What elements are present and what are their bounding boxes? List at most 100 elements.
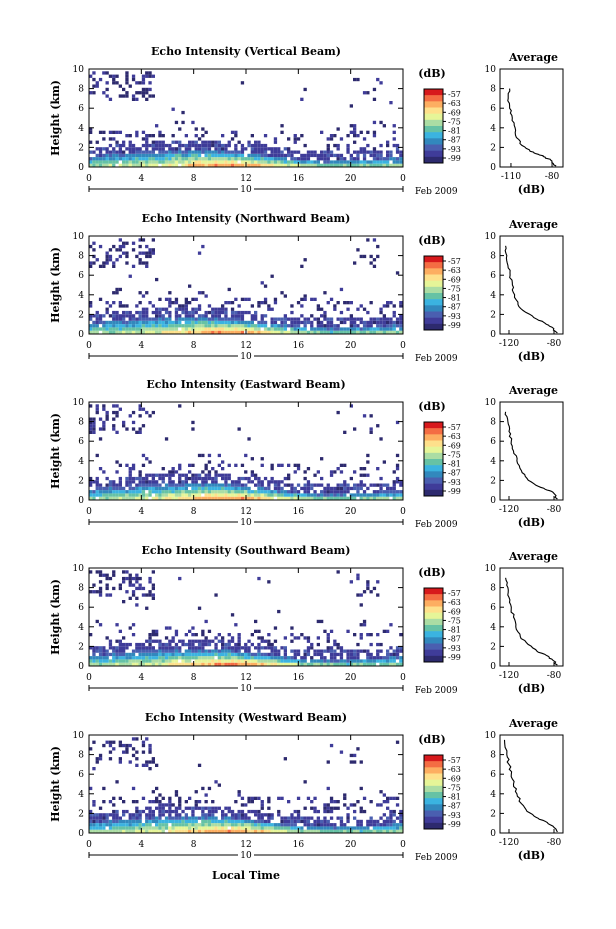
heat-cell (339, 656, 344, 660)
heat-cell (184, 493, 188, 497)
heat-cell (128, 626, 132, 630)
heat-cell (217, 463, 221, 467)
heat-cell (89, 430, 93, 434)
heat-cell (280, 796, 284, 800)
heat-cell (399, 823, 403, 827)
heat-cell (320, 656, 324, 660)
heat-cell (131, 74, 136, 78)
heat-cell (211, 314, 215, 318)
heat-cell (316, 153, 320, 158)
heat-cell (138, 486, 142, 491)
heat-cell (141, 317, 146, 321)
heat-cell (270, 823, 274, 827)
heat-cell (164, 823, 169, 827)
heat-cell (161, 317, 165, 321)
heat-cell (376, 467, 380, 471)
colorbar-label: -81 (448, 626, 461, 635)
heat-cell (244, 646, 248, 650)
heat-cell (310, 642, 314, 647)
heat-cell (257, 486, 261, 491)
heat-cell (399, 483, 403, 487)
avg-profile-line (503, 739, 558, 833)
heat-cell (395, 163, 400, 167)
heat-cell (254, 656, 258, 660)
heat-cell (320, 496, 324, 500)
heat-cell (333, 486, 337, 491)
heat-cell (105, 71, 109, 75)
heat-cell (135, 486, 139, 491)
heat-cell (349, 649, 353, 653)
heat-cell (247, 327, 251, 331)
heat-cell (115, 486, 119, 491)
heat-cell (164, 157, 169, 161)
y-tick-label: 4 (78, 790, 84, 800)
heat-cell (89, 314, 93, 318)
y-tick-label: 6 (78, 770, 84, 780)
heat-cell (260, 662, 264, 666)
heat-cell (250, 147, 254, 151)
heat-cell (329, 816, 334, 820)
heat-cell (293, 150, 297, 154)
heat-cell (115, 130, 119, 134)
heat-cell (108, 819, 113, 824)
heat-cell (151, 633, 155, 637)
heat-cell (207, 153, 212, 158)
heat-cell (98, 753, 103, 758)
heat-cell (112, 417, 116, 421)
heat-cell (168, 304, 172, 308)
heat-cell (138, 310, 142, 315)
heat-cell (131, 737, 136, 741)
heat-cell (125, 493, 129, 497)
heat-cell (102, 91, 106, 95)
heat-cell (323, 153, 327, 158)
heat-cell (392, 304, 396, 308)
heat-cell (273, 490, 278, 494)
heat-cell (366, 150, 370, 154)
heat-cell (201, 476, 205, 481)
heat-cell (204, 800, 208, 804)
y-axis-label: Height (km) (49, 746, 62, 822)
heat-cell (148, 747, 152, 751)
heat-cell (128, 480, 132, 484)
heat-cell (148, 251, 152, 255)
heat-cell (349, 320, 353, 325)
heat-cell (125, 153, 129, 158)
heat-cell (115, 291, 119, 295)
heat-cell (118, 407, 122, 411)
heat-cell (227, 823, 231, 827)
heat-cell (135, 596, 139, 600)
heat-cell (329, 826, 334, 830)
heat-cell (263, 157, 268, 161)
heat-cell (122, 314, 126, 318)
heat-cell (204, 473, 208, 477)
heat-cell (244, 816, 248, 820)
heat-cell (214, 163, 218, 167)
heat-cell (148, 87, 152, 92)
heat-cell (197, 823, 202, 827)
heat-cell (247, 659, 251, 663)
heat-cell (263, 284, 268, 288)
y-tick-label: 6 (78, 437, 84, 447)
heat-cell (164, 330, 169, 334)
heat-cell (115, 157, 119, 161)
heat-cell (343, 493, 347, 497)
heat-cell (92, 261, 96, 265)
heat-cell (346, 150, 350, 154)
colorbar-label: -93 (448, 145, 461, 154)
heat-cell (112, 646, 116, 650)
heat-cell (296, 816, 301, 820)
heat-cell (155, 819, 159, 824)
heat-cell (343, 496, 347, 500)
heat-cell (171, 330, 175, 334)
heat-cell (333, 662, 337, 666)
heat-cell (389, 490, 393, 494)
heat-cell (320, 163, 324, 167)
heat-cell (280, 330, 284, 334)
heat-cell (214, 327, 218, 331)
heat-cell (128, 150, 132, 154)
heat-cell (148, 813, 152, 817)
heat-cell (125, 310, 129, 315)
heat-cell (161, 467, 165, 471)
heat-cell (372, 320, 377, 325)
y-tick-label: 8 (78, 85, 84, 95)
